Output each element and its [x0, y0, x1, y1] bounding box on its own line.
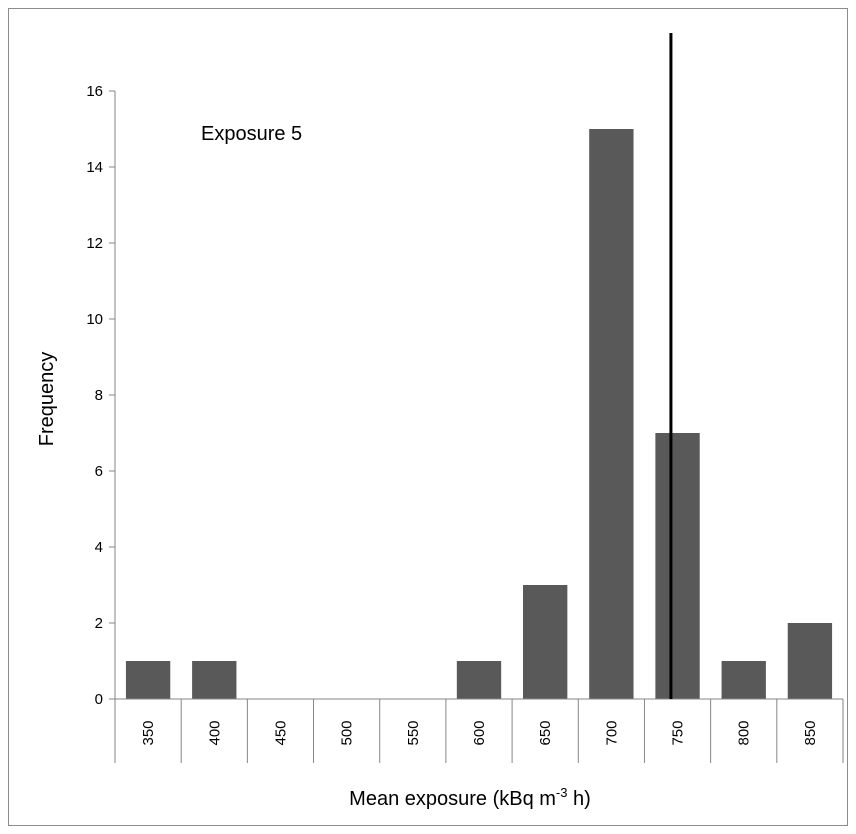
bar-700 — [589, 129, 634, 699]
x-tick-label-550: 550 — [405, 720, 422, 745]
bar-800 — [721, 661, 766, 699]
bar-750 — [655, 433, 700, 699]
y-tick-label-6: 6 — [95, 463, 103, 480]
y-tick-label-16: 16 — [86, 83, 103, 100]
x-tick-label-600: 600 — [471, 720, 488, 745]
chart-frame: 0 2 4 6 8 10 12 14 16 350 400 450 500 550 600 650 700 750… — [8, 8, 848, 826]
y-tick-label-0: 0 — [95, 691, 103, 708]
bars-layer — [125, 129, 833, 699]
x-tick-label-350: 350 — [140, 720, 157, 745]
x-axis-title-main: Mean exposure (kBq m — [349, 788, 556, 810]
x-tick-label-800: 800 — [736, 720, 753, 745]
y-tick-label-14: 14 — [86, 159, 103, 176]
y-tick-label-10: 10 — [86, 311, 103, 328]
bar-600 — [456, 661, 502, 699]
y-tick-label-2: 2 — [95, 615, 103, 632]
y-tick-label-8: 8 — [95, 387, 103, 404]
y-axis-title: Frequency — [36, 352, 58, 447]
y-tick-label-12: 12 — [86, 235, 103, 252]
bar-650 — [523, 585, 568, 699]
y-tick-label-4: 4 — [95, 539, 103, 556]
bar-850 — [787, 623, 833, 699]
bar-350 — [125, 661, 171, 699]
x-tick-label-700: 700 — [603, 720, 620, 745]
x-tick-label-500: 500 — [339, 720, 356, 745]
x-tick-label-850: 850 — [802, 720, 819, 745]
x-tick-label-400: 400 — [206, 720, 223, 745]
labels-layer: 0 2 4 6 8 10 12 14 16 350 400 450 500 550 600 650 700 750… — [86, 83, 819, 746]
x-tick-label-750: 750 — [670, 720, 687, 745]
x-axis-title: Mean exposure (kBq m-3 h) — [349, 785, 591, 810]
x-axis-title-superscript: -3 — [556, 785, 568, 800]
annotation-exposure-label: Exposure 5 — [201, 123, 302, 145]
x-axis-title-suffix: h) — [567, 788, 590, 810]
axes-layer — [109, 33, 844, 763]
histogram-chart: 0 2 4 6 8 10 12 14 16 350 400 450 500 550 600 650 700 750… — [36, 33, 844, 810]
x-tick-label-650: 650 — [537, 720, 554, 745]
x-tick-label-450: 450 — [272, 720, 289, 745]
bar-400 — [192, 661, 237, 699]
